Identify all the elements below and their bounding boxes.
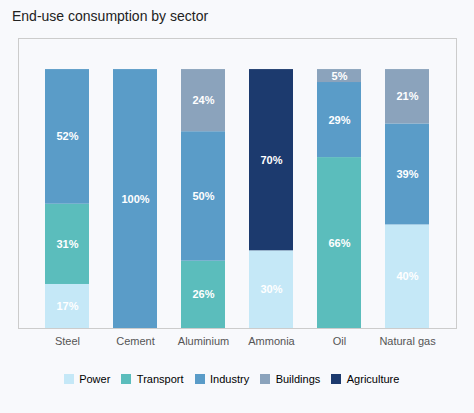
svg-text:5%: 5% bbox=[332, 70, 348, 82]
svg-text:66%: 66% bbox=[328, 237, 350, 249]
svg-text:52%: 52% bbox=[56, 130, 78, 142]
html-text:Agriculture: Agriculture bbox=[346, 372, 400, 385]
svg-text:21%: 21% bbox=[396, 90, 418, 102]
html-text:End-use consumption by sector: End-use consumption by sector bbox=[12, 8, 209, 24]
html-text:Buildings: Buildings bbox=[275, 372, 321, 385]
svg-text:50%: 50% bbox=[192, 190, 214, 202]
svg-text:26%: 26% bbox=[192, 288, 214, 300]
html-text:Power: Power bbox=[79, 372, 111, 385]
svg-text:31%: 31% bbox=[56, 238, 78, 250]
svg-text:17%: 17% bbox=[56, 300, 78, 312]
svg-text:29%: 29% bbox=[328, 114, 350, 126]
svg-text:30%: 30% bbox=[260, 283, 282, 295]
svg-text:Natural gas: Natural gas bbox=[379, 335, 436, 347]
svg-text:Aluminium: Aluminium bbox=[178, 335, 229, 347]
svg-text:39%: 39% bbox=[396, 168, 418, 180]
svg-text:Steel: Steel bbox=[55, 335, 80, 347]
svg-text:100%: 100% bbox=[121, 193, 149, 205]
svg-text:40%: 40% bbox=[396, 270, 418, 282]
html-text:Industry: Industry bbox=[210, 372, 250, 385]
svg-text:Cement: Cement bbox=[116, 335, 155, 347]
svg-text:24%: 24% bbox=[192, 94, 214, 106]
svg-text:Oil: Oil bbox=[333, 335, 346, 347]
svg-text:Ammonia: Ammonia bbox=[248, 335, 295, 347]
svg-text:70%: 70% bbox=[260, 154, 282, 166]
html-text:Transport: Transport bbox=[136, 372, 184, 385]
